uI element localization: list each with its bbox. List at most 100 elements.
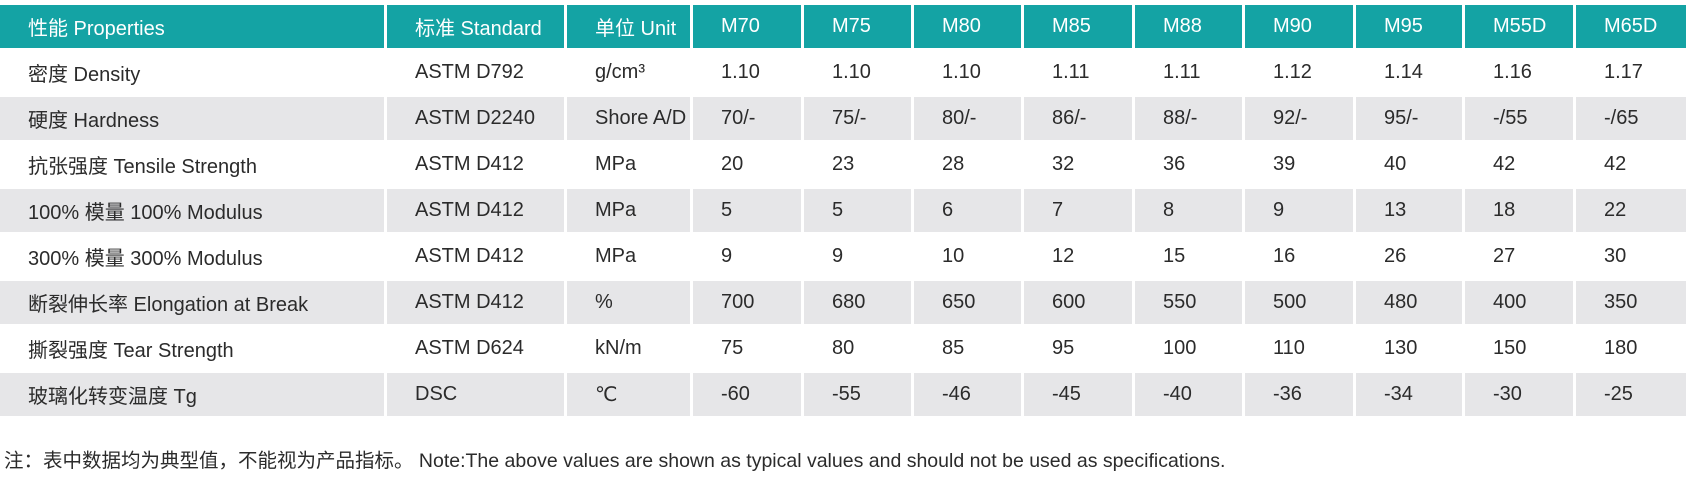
table-cell: 88/- (1135, 97, 1245, 140)
table-cell: 350 (1576, 281, 1686, 324)
table-cell: 650 (914, 281, 1024, 324)
table-cell: 28 (914, 143, 1024, 186)
table-cell: 1.10 (914, 51, 1024, 94)
table-cell: 400 (1465, 281, 1576, 324)
table-cell: 32 (1024, 143, 1135, 186)
table-cell: -/65 (1576, 97, 1686, 140)
table-cell: 75 (693, 327, 804, 370)
table-row: 撕裂强度 Tear Strength ASTM D624 kN/m 75 80 85 95 1… (0, 327, 1686, 370)
table-cell: 6 (914, 189, 1024, 232)
table-cell: 23 (804, 143, 914, 186)
table-cell: 110 (1245, 327, 1356, 370)
table-cell: ASTM D2240 (387, 97, 567, 140)
table-row: 100% 模量 100% Modulus ASTM D412 MPa 5 5 6 7 8 9 13… (0, 189, 1686, 232)
table-cell: -45 (1024, 373, 1135, 416)
table-cell: 1.12 (1245, 51, 1356, 94)
table-row: 密度 Density ASTM D792 g/cm³ 1.10 1.10 1.10 1.11… (0, 51, 1686, 94)
property-cell: 硬度 Hardness (0, 97, 387, 140)
table-cell: -36 (1245, 373, 1356, 416)
table-cell: ℃ (567, 373, 693, 416)
table-cell: MPa (567, 235, 693, 278)
property-cell: 300% 模量 300% Modulus (0, 235, 387, 278)
table-cell: 8 (1135, 189, 1245, 232)
table-cell: % (567, 281, 693, 324)
table-cell: -60 (693, 373, 804, 416)
table-cell: 36 (1135, 143, 1245, 186)
table-cell: 9 (693, 235, 804, 278)
table-cell: -/55 (1465, 97, 1576, 140)
table-cell: 30 (1604, 245, 1627, 267)
table-cell: 80 (804, 327, 914, 370)
property-cell: 玻璃化转变温度 Tg (0, 373, 387, 416)
table-cell: 480 (1356, 281, 1465, 324)
header-cell: 性能 Properties (0, 5, 387, 48)
table-row: 玻璃化转变温度 Tg DSC ℃ -60 -55 -46 -45 -40 -36 -34 -30 -2… (0, 373, 1686, 416)
table-row: 断裂伸长率 Elongation at Break ASTM D412% 700 68… (0, 281, 1686, 324)
table-cell: 5 (693, 189, 804, 232)
table-cell: 95/- (1356, 97, 1465, 140)
table-cell: 86/- (1024, 97, 1135, 140)
table-cell: ASTM D412 (387, 281, 567, 324)
table-row: 300% 模量 300% Modulus ASTM D412 MPa 9 9 10 12 15… (0, 235, 1686, 278)
property-table: 性能 Properties 标准 Standard 单位 Unit M70 M75 M80… (0, 2, 1686, 419)
table-cell: -40 (1135, 373, 1245, 416)
header-cell: 单位 Unit (567, 5, 693, 48)
table-cell: ASTM D412 (387, 235, 567, 278)
property-cell: 密度 Density (0, 51, 387, 94)
table-cell: 1.11 (1135, 51, 1245, 94)
header-cell: M90 (1245, 5, 1356, 48)
header-cell: M88 (1135, 5, 1245, 48)
table-cell: 42 (1465, 143, 1576, 186)
table-cell: MPa (567, 143, 693, 186)
table-cell: 92/- (1245, 97, 1356, 140)
header-row: 性能 Properties 标准 Standard 单位 Unit M70 M75 M80… (0, 5, 1686, 48)
table-cell: 42 (1604, 153, 1627, 175)
table-cell: 85 (914, 327, 1024, 370)
table-cell: 500 (1245, 281, 1356, 324)
table-cell: -25 (1576, 373, 1686, 416)
header-cell: M85 (1024, 5, 1135, 48)
table-cell: DSC (387, 373, 567, 416)
table-cell: 9 (1245, 189, 1356, 232)
table-cell: Shore A/D (567, 97, 693, 140)
header-cell: M80 (914, 5, 1024, 48)
table-cell: ASTM D412 (387, 189, 567, 232)
table-cell: 10 (914, 235, 1024, 278)
header-cell: M65D (1576, 5, 1686, 48)
table-row: 硬度 Hardness ASTM D2240 Shore A/D 70/- 75/- 80… (0, 97, 1686, 140)
table-cell: 550 (1135, 281, 1245, 324)
header-cell: M75 (804, 5, 914, 48)
table-cell: -34 (1356, 373, 1465, 416)
table-cell: 80/- (914, 97, 1024, 140)
header-cell: M55D (1465, 5, 1576, 48)
table-cell: 75/- (804, 97, 914, 140)
header-cell: 标准 Standard (387, 5, 567, 48)
table-cell: 1.14 (1356, 51, 1465, 94)
table-cell: 130 (1356, 327, 1465, 370)
table-cell: 1.10 (693, 51, 804, 94)
property-cell: 100% 模量 100% Modulus (0, 189, 387, 232)
header-cell: M70 (693, 5, 804, 48)
table-cell: 600 (1024, 281, 1135, 324)
table-cell: 16 (1245, 235, 1356, 278)
table-cell: ASTM D412 (387, 143, 567, 186)
header-cell: M95 (1356, 5, 1465, 48)
table-cell: 27 (1465, 235, 1576, 278)
property-cell: 撕裂强度 Tear Strength (0, 327, 387, 370)
table-cell: 13 (1356, 189, 1465, 232)
table-row: 抗张强度 Tensile Strength ASTM D412 MPa 20 23 28 3… (0, 143, 1686, 186)
table-cell: 1.16 (1465, 51, 1576, 94)
footnote: 注：表中数据均为典型值，不能视为产品指标。 Note:The above val… (4, 450, 1226, 472)
table-cell: g/cm³ (567, 51, 693, 94)
table-cell: -55 (804, 373, 914, 416)
table-cell: 22 (1576, 189, 1686, 232)
table-cell: 70/- (693, 97, 804, 140)
table-cell: 18 (1465, 189, 1576, 232)
table-cell: 15 (1135, 235, 1245, 278)
table-cell: kN/m (567, 327, 693, 370)
table-cell: 100 (1135, 327, 1245, 370)
table-cell: 39 (1245, 143, 1356, 186)
property-cell: 断裂伸长率 Elongation at Break (0, 281, 387, 324)
table-cell: 20 (693, 143, 804, 186)
